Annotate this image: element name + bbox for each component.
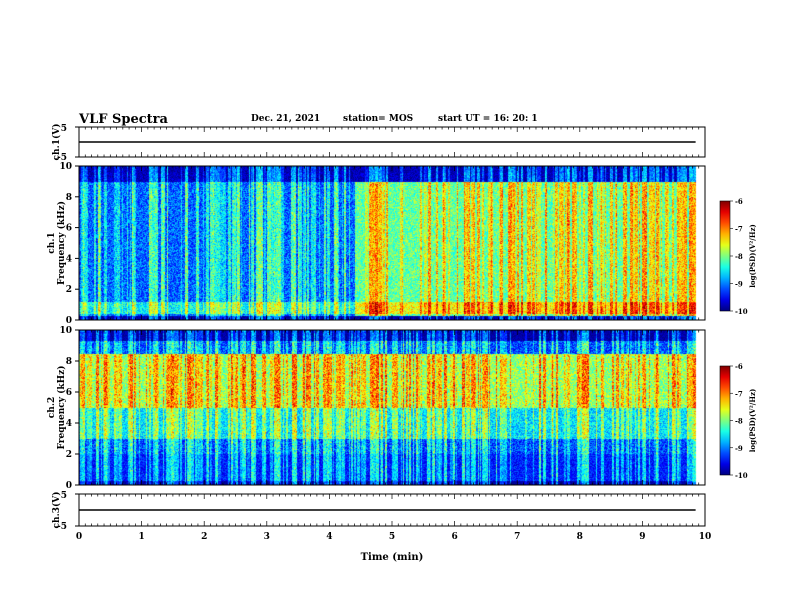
x-tick-label: 1	[138, 532, 144, 542]
start-time-label: start UT = 16: 20: 1	[438, 114, 538, 124]
y-axis-label: ch.3(V)	[51, 492, 62, 529]
colorbar	[719, 365, 731, 476]
colorbar-label: log(PSD)(V²/Hz)	[748, 389, 757, 453]
station-label: station= MOS	[343, 114, 414, 124]
x-tick-label: 9	[639, 532, 645, 542]
x-tick-label: 3	[264, 532, 270, 542]
ch1-spectrogram-image	[79, 166, 705, 320]
y-tick-label: 4	[66, 254, 72, 264]
y-tick-label: -5	[57, 522, 67, 532]
y-tick-label: 2	[66, 450, 72, 460]
x-tick-label: 4	[326, 532, 332, 542]
colorbar-tick-label: -9	[735, 444, 743, 453]
y-axis-label-line: ch.3(V)	[51, 492, 62, 529]
colorbar-tick-label: -7	[735, 389, 743, 398]
x-tick-label: 2	[201, 532, 207, 542]
colorbar-tick-label: -7	[735, 225, 743, 234]
y-tick-label: 5	[61, 491, 67, 501]
colorbar-tick-label: -6	[735, 362, 743, 371]
y-axis-label-line: ch.1(V)	[51, 124, 62, 161]
y-tick-label: 5	[61, 124, 67, 134]
y-axis-label: ch.2 Frequency (kHz)	[47, 365, 67, 449]
y-tick-label: -5	[57, 153, 67, 163]
y-axis-label-line: ch.1	[47, 232, 57, 253]
colorbar-label-group: log(PSD)(V²/Hz)	[748, 224, 757, 288]
y-axis-label-line: Frequency (kHz)	[56, 201, 67, 285]
colorbar-tick-label: -9	[735, 280, 743, 289]
y-tick-label: 2	[66, 285, 72, 295]
colorbar-tick-label: -10	[735, 471, 748, 480]
y-axis-label-line: ch.2	[47, 397, 57, 418]
x-tick-label: 7	[514, 532, 520, 542]
y-tick-label: 8	[66, 357, 72, 367]
y-tick-label: 0	[66, 481, 72, 491]
chart-title: VLF Spectra	[79, 112, 168, 127]
x-axis-label: Time (min)	[361, 552, 424, 563]
y-tick-label: 0	[66, 316, 72, 326]
y-tick-label: 10	[59, 326, 72, 336]
y-axis-label: ch.1(V)	[51, 124, 62, 161]
ch2-spectrogram-image	[79, 330, 705, 485]
colorbar-label-group: log(PSD)(V²/Hz)	[748, 389, 757, 453]
colorbar-tick-label: -8	[735, 252, 743, 261]
y-tick-label: 8	[66, 193, 72, 203]
x-tick-label: 6	[451, 532, 457, 542]
colorbar-tick-label: -8	[735, 417, 743, 426]
colorbar	[719, 200, 731, 312]
x-tick-label: 8	[577, 532, 583, 542]
x-tick-label: 0	[76, 532, 82, 542]
x-tick-label: 5	[389, 532, 395, 542]
date-label: Dec. 21, 2021	[251, 114, 321, 124]
colorbar-label: log(PSD)(V²/Hz)	[748, 224, 757, 288]
x-tick-label: 10	[699, 532, 712, 542]
colorbar-tick-label: -6	[735, 197, 743, 206]
y-tick-label: 10	[59, 162, 72, 172]
y-tick-label: 6	[66, 388, 72, 398]
y-axis-label: ch.1 Frequency (kHz)	[47, 201, 67, 285]
colorbar-tick-label: -10	[735, 307, 748, 316]
y-axis-label-line: Frequency (kHz)	[56, 365, 67, 449]
y-tick-label: 6	[66, 224, 72, 234]
y-tick-label: 4	[66, 419, 72, 429]
